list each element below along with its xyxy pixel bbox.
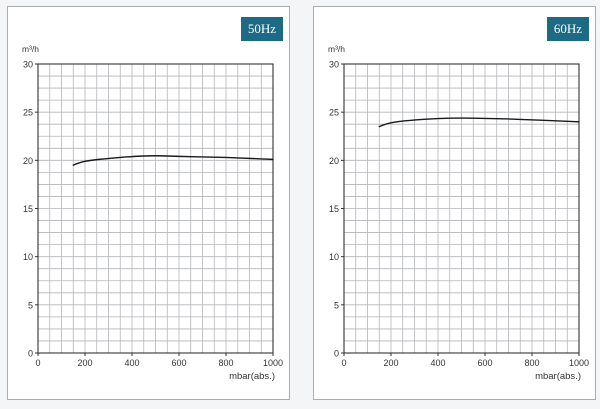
y-tick-label: 15 <box>23 204 33 214</box>
x-tick-label: 0 <box>341 358 346 368</box>
chart-panel-50hz: 50Hz 0 5 10 15 20 25 30 0 200 400 600 800 1000 m³/h mb… <box>7 6 290 400</box>
y-axis-label: m³/h <box>22 44 39 54</box>
x-tick-label: 400 <box>430 358 445 368</box>
series-line <box>72 155 274 166</box>
y-tick-label: 0 <box>28 349 33 359</box>
y-tick-label: 10 <box>23 252 33 262</box>
x-tick-label: 600 <box>171 358 186 368</box>
x-tick-label: 400 <box>124 358 139 368</box>
x-tick-label: 800 <box>524 358 539 368</box>
y-tick-label: 20 <box>23 156 33 166</box>
frequency-badge: 60Hz <box>547 17 589 41</box>
y-tick-label: 30 <box>329 60 339 70</box>
flow-chart-50hz: 0 5 10 15 20 25 30 0 200 400 600 800 1000 m³/h mbar(ab… <box>22 44 283 382</box>
x-tick-label: 200 <box>383 358 398 368</box>
x-tick-label: 200 <box>77 358 92 368</box>
x-tick-label: 800 <box>218 358 233 368</box>
y-tick-label: 15 <box>329 204 339 214</box>
x-tick-label: 1000 <box>263 358 283 368</box>
x-axis-label: mbar(abs.) <box>535 371 581 382</box>
y-tick-label: 30 <box>23 60 33 70</box>
x-tick-label: 1000 <box>569 358 589 368</box>
y-axis-label: m³/h <box>328 44 345 54</box>
x-tick-label: 0 <box>35 358 40 368</box>
y-tick-label: 25 <box>23 108 33 118</box>
chart-panel-60hz: 60Hz 0 5 10 15 20 25 30 0 200 400 600 800 1000 m³/h mb… <box>313 6 596 400</box>
y-tick-label: 20 <box>329 156 339 166</box>
y-tick-label: 5 <box>28 300 33 310</box>
y-tick-label: 10 <box>329 252 339 262</box>
y-tick-label: 5 <box>334 300 339 310</box>
y-tick-label: 25 <box>329 108 339 118</box>
x-tick-label: 600 <box>477 358 492 368</box>
frequency-badge: 50Hz <box>241 17 283 41</box>
y-tick-label: 0 <box>334 349 339 359</box>
flow-chart-60hz: 0 5 10 15 20 25 30 0 200 400 600 800 1000 m³/h mbar(ab… <box>328 44 589 382</box>
x-axis-label: mbar(abs.) <box>229 371 275 382</box>
series-line <box>378 117 580 128</box>
